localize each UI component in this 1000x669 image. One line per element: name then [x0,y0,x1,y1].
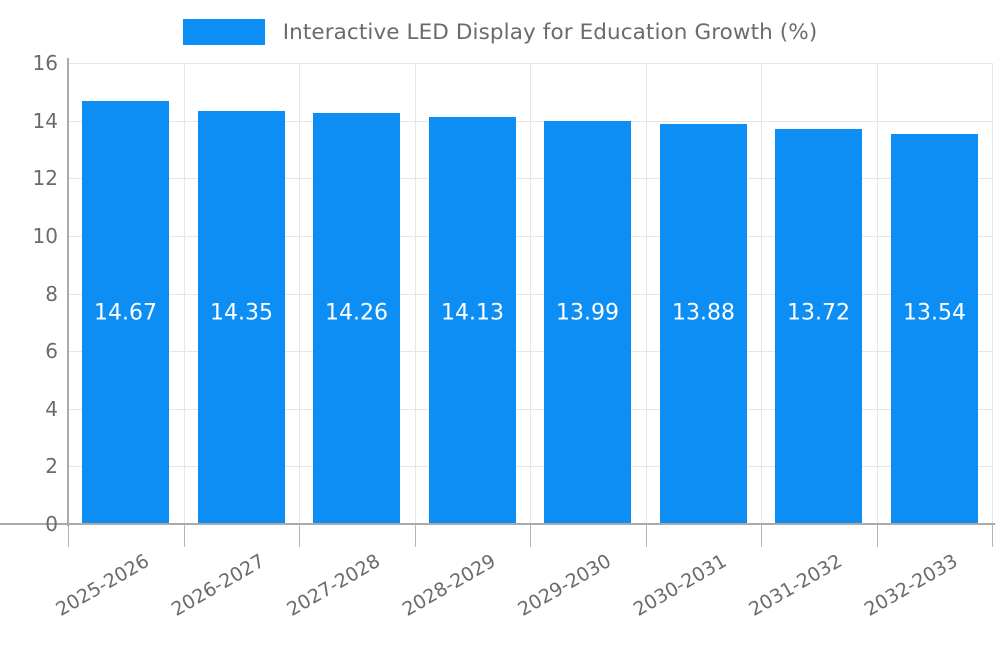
x-tick-mark [299,525,300,547]
y-tick-label: 14 [32,108,58,133]
x-tick-mark [184,525,185,547]
x-tick-mark [992,525,993,547]
bar-chart: Interactive LED Display for Education Gr… [0,0,1000,621]
x-axis-line [0,523,995,525]
y-tick-label: 8 [45,281,58,306]
y-tick-label: 16 [32,51,58,75]
bar-value-label: 14.67 [94,300,157,326]
gridline-x [761,63,762,524]
bar-value-label: 14.35 [210,300,273,326]
x-tick-mark [415,525,416,547]
bar[interactable] [82,101,169,524]
y-axis-line [67,58,69,526]
bar-value-label: 13.99 [556,300,619,326]
bar-value-label: 13.88 [672,300,735,326]
bar-value-label: 14.26 [325,300,388,326]
bar[interactable] [429,117,516,524]
y-tick-label: 10 [32,223,58,248]
x-tick-mark [646,525,647,547]
bar[interactable] [891,134,978,524]
x-tick-mark [68,525,69,547]
y-tick-label: 12 [32,166,58,191]
chart-legend: Interactive LED Display for Education Gr… [0,12,1000,52]
bar[interactable] [544,121,631,524]
y-axis-tick-labels: 0 2 4 6 8 10 12 14 16 [0,0,68,600]
bar-value-label: 13.54 [903,300,966,326]
gridline-x [992,63,993,524]
legend-label: Interactive LED Display for Education Gr… [282,19,818,45]
gridline-x [184,63,185,524]
bar-value-label: 13.72 [787,300,850,326]
gridline-x [415,63,416,524]
x-tick-mark [530,525,531,547]
bar-value-label: 14.13 [441,300,504,326]
gridline-x [646,63,647,524]
gridline-x [299,63,300,524]
bar[interactable] [660,124,747,524]
y-tick-label: 4 [45,396,58,421]
legend-color-swatch[interactable] [182,19,265,45]
x-tick-mark [761,525,762,547]
bar[interactable] [775,129,862,524]
y-tick-label: 0 [45,512,58,536]
plot-area: 14.67 14.35 14.26 14.13 13.99 13.88 13.72 13.54 [68,63,993,525]
x-tick-mark [877,525,878,547]
gridline-x [530,63,531,524]
y-tick-label: 2 [45,454,58,479]
bar[interactable] [313,113,400,524]
gridline-x [877,63,878,524]
y-tick-label: 6 [45,339,58,364]
bar[interactable] [198,111,285,524]
